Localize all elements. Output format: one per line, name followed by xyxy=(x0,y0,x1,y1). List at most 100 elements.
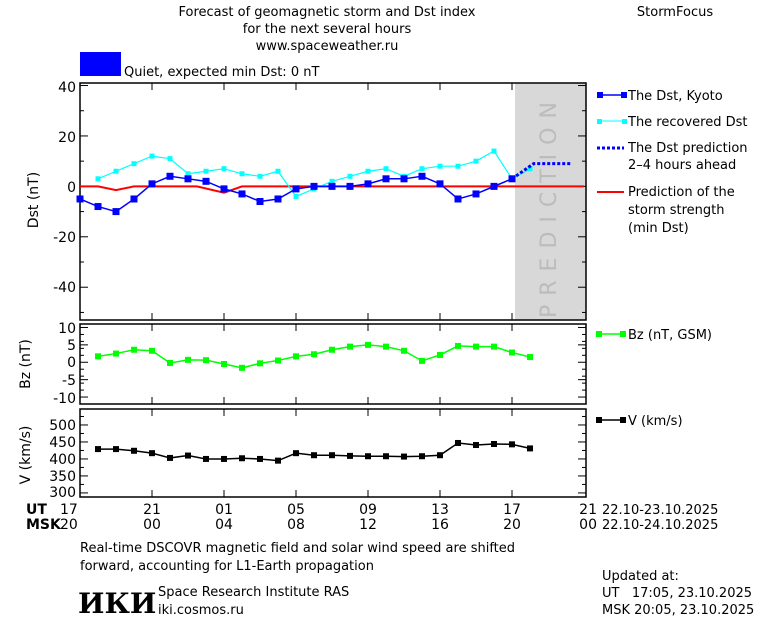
storm-strength-line xyxy=(80,185,584,194)
dst-kyoto-point xyxy=(328,182,336,190)
dst-kyoto-point xyxy=(454,195,462,203)
legend-dst-prediction: The Dst prediction 2–4 hours ahead xyxy=(627,141,748,173)
solar-wind-speed-point xyxy=(509,441,515,448)
institute-name: Space Research Institute RAS xyxy=(158,585,349,600)
bz-tick-label: 5 xyxy=(67,338,76,354)
solar-wind-speed-point xyxy=(455,439,461,446)
dst-kyoto-point xyxy=(382,175,390,183)
footer-note-2: forward, accounting for L1-Earth propaga… xyxy=(80,559,374,574)
msk-tick-label: 20 xyxy=(60,517,78,533)
title-line-3: www.spaceweather.ru xyxy=(256,39,399,54)
bz-point xyxy=(455,342,461,349)
solar-wind-speed-point xyxy=(203,455,209,462)
legend-dst-marker xyxy=(597,92,603,98)
msk-tick-label: 20 xyxy=(503,517,521,533)
bz-point xyxy=(329,346,335,353)
dst-kyoto-point xyxy=(76,195,84,203)
solar-wind-speed-point xyxy=(419,453,425,460)
bz-point xyxy=(347,343,353,350)
dst-kyoto-series xyxy=(76,172,516,216)
dst-kyoto-point xyxy=(238,190,246,198)
ut-tick-label: 21 xyxy=(579,502,597,518)
dst-axis-label: Dst (nT) xyxy=(26,172,42,228)
msk-label: MSK xyxy=(26,517,62,533)
dst-y-tick-labels: 40 20 0 -20 -40 xyxy=(53,80,76,296)
bz-series xyxy=(95,341,533,371)
dst-kyoto-point xyxy=(166,172,174,180)
ut-tick-label: 09 xyxy=(359,502,377,518)
recovered-dst-point xyxy=(167,156,173,162)
dst-kyoto-point xyxy=(256,198,264,205)
dst-kyoto-point xyxy=(292,185,300,193)
v-panel-frame xyxy=(79,408,587,498)
dst-tick-label: 0 xyxy=(67,180,76,196)
updated-ut: UT 17:05, 23.10.2025 xyxy=(602,586,752,601)
recovered-dst-point xyxy=(347,173,353,179)
msk-tick-label: 12 xyxy=(359,517,377,533)
legend-v-marker xyxy=(596,417,602,423)
msk-tick-label: 00 xyxy=(579,517,597,533)
solar-wind-speed-point xyxy=(257,455,263,462)
dst-kyoto-point xyxy=(202,177,210,185)
institute-url[interactable]: iki.cosmos.ru xyxy=(158,603,244,618)
v-tick-label: 300 xyxy=(49,485,76,501)
prediction-band xyxy=(515,83,586,320)
solar-wind-speed-point xyxy=(221,455,227,462)
recovered-dst-point xyxy=(365,168,371,174)
recovered-dst-point xyxy=(221,166,227,172)
iki-logo: ИКИ xyxy=(78,587,156,620)
solar-wind-speed-point xyxy=(149,450,155,457)
recovered-dst-point xyxy=(293,193,299,199)
recovered-dst-point xyxy=(113,168,119,174)
solar-wind-speed-point xyxy=(293,450,299,457)
recovered-dst-point xyxy=(203,168,209,174)
dst-kyoto-point xyxy=(472,190,480,198)
bz-point xyxy=(239,364,245,371)
dst-tick-label: 40 xyxy=(58,80,76,96)
bz-point xyxy=(113,350,119,357)
v-tick-label: 400 xyxy=(49,452,76,468)
legend-recovered-marker xyxy=(622,119,627,124)
solar-wind-speed-point xyxy=(167,454,173,461)
title-line-2: for the next several hours xyxy=(243,22,412,37)
bz-point xyxy=(419,357,425,364)
dst-kyoto-point xyxy=(220,185,228,193)
solar-wind-speed-point xyxy=(239,455,245,462)
recovered-dst-point xyxy=(419,166,425,172)
bz-point xyxy=(365,341,371,348)
recovered-dst-point xyxy=(491,148,497,154)
recovered-dst-point xyxy=(185,171,191,177)
solar-wind-speed-point xyxy=(95,446,101,453)
bz-point xyxy=(509,349,515,356)
footer-note-1: Real-time DSCOVR magnetic field and sola… xyxy=(80,541,515,556)
ut-tick-label: 05 xyxy=(287,502,305,518)
bz-tick-label: -5 xyxy=(62,373,76,389)
msk-tick-label: 00 xyxy=(143,517,161,533)
bz-point xyxy=(221,361,227,367)
recovered-dst-point xyxy=(437,163,443,169)
recovered-dst-point xyxy=(527,166,533,172)
dst-kyoto-point xyxy=(148,180,156,188)
recovered-dst-point xyxy=(329,178,335,184)
solar-wind-speed-point xyxy=(383,453,389,460)
dst-kyoto-point xyxy=(94,203,102,211)
solar-wind-speed-point xyxy=(131,447,137,454)
solar-wind-speed-point xyxy=(311,452,317,459)
updated-label: Updated at: xyxy=(602,569,679,584)
bz-point xyxy=(437,351,443,358)
dst-prediction-line xyxy=(511,162,572,181)
solar-wind-speed-point xyxy=(473,442,479,449)
dst-prediction-series xyxy=(511,162,572,181)
legend-bz-marker xyxy=(596,331,602,337)
bz-point xyxy=(149,347,155,354)
title-line-1: Forecast of geomagnetic storm and Dst in… xyxy=(178,5,475,20)
solar-wind-speed-point xyxy=(491,440,497,447)
recovered-dst-point xyxy=(149,153,155,159)
dst-tick-label: -40 xyxy=(53,280,76,296)
recovered-dst-point xyxy=(455,163,461,169)
solar-wind-speed-point xyxy=(329,452,335,459)
bz-point xyxy=(257,360,263,367)
bz-tick-label: 0 xyxy=(67,355,76,371)
bz-point xyxy=(95,353,101,360)
solar-wind-speed-point xyxy=(365,453,371,460)
